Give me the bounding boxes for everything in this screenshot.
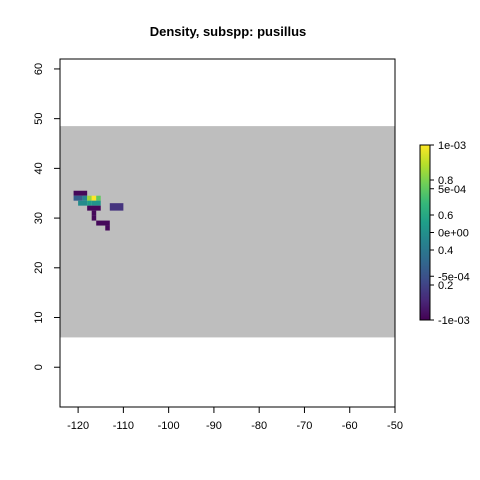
heatmap-cell bbox=[82, 195, 88, 201]
heatmap-cell bbox=[91, 210, 97, 216]
x-tick-label: -70 bbox=[297, 420, 313, 432]
plot-frame bbox=[59, 58, 396, 408]
x-tick-label: -60 bbox=[342, 420, 358, 432]
colorbar-tick-label: 0.2 bbox=[438, 280, 453, 292]
colorbar-tick-label: 0.8 bbox=[438, 175, 453, 187]
plot-area bbox=[60, 126, 395, 338]
colorbar-tick-label: 0.6 bbox=[438, 210, 453, 222]
y-tick-label: 30 bbox=[33, 212, 45, 224]
colorbar bbox=[419, 144, 431, 321]
colorbar-legend: 0.2 0.4 0.6 0.8 -1e-03 -5e-04 0e+00 5e-04 1e-03 bbox=[419, 140, 470, 327]
y-tick-label: 0 bbox=[33, 364, 45, 370]
chart-title: Density, subspp: pusillus bbox=[150, 24, 307, 39]
heatmap-cell bbox=[96, 195, 101, 201]
heatmap-cell bbox=[91, 200, 101, 206]
colorbar-tick-label: 5e-04 bbox=[438, 184, 466, 196]
axes: -120 -110 -100 -90 -80 -70 -60 -50 0 10 20 30 40 50 60 bbox=[33, 58, 403, 432]
heatmap-cell bbox=[73, 190, 88, 196]
heatmap-cell bbox=[78, 200, 88, 206]
heatmap-cell bbox=[87, 205, 101, 211]
colorbar-tick-label: 1e-03 bbox=[438, 140, 466, 152]
heatmap-cell bbox=[96, 220, 110, 226]
colorbar-tick-label: -5e-04 bbox=[438, 271, 470, 283]
data-extent-region bbox=[60, 126, 395, 338]
x-tick-label: -50 bbox=[387, 420, 403, 432]
heatmap-cell bbox=[87, 195, 92, 201]
y-tick-label: 20 bbox=[33, 262, 45, 274]
y-tick-label: 10 bbox=[33, 311, 45, 323]
colorbar-tick-label: 0.4 bbox=[438, 245, 453, 257]
heatmap-cell bbox=[73, 195, 83, 201]
heatmap-cell bbox=[87, 200, 92, 206]
y-tick-label: 50 bbox=[33, 113, 45, 125]
y-tick-label: 60 bbox=[33, 63, 45, 75]
x-tick-label: -120 bbox=[67, 420, 89, 432]
heatmap-cell bbox=[91, 215, 97, 221]
x-tick-label: -90 bbox=[206, 420, 222, 432]
y-tick-label: 40 bbox=[33, 162, 45, 174]
x-tick-label: -110 bbox=[113, 420, 134, 432]
colorbar-tick-label: 0e+00 bbox=[438, 228, 469, 240]
x-tick-label: -100 bbox=[158, 420, 180, 432]
heatmap-cell bbox=[109, 203, 124, 211]
colorbar-tick-label: -1e-03 bbox=[438, 315, 470, 327]
x-tick-label: -80 bbox=[251, 420, 267, 432]
heatmap-cell bbox=[91, 195, 97, 201]
heatmap-cell bbox=[105, 225, 110, 231]
